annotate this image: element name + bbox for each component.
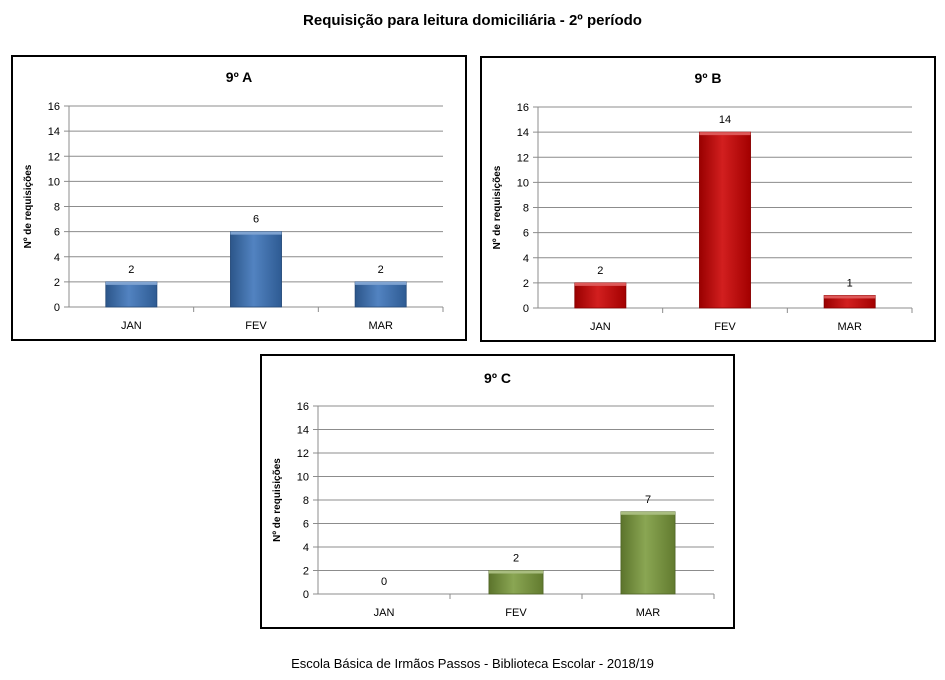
- y-tick-label: 10: [297, 472, 309, 484]
- data-label: 2: [378, 264, 384, 276]
- y-tick-label: 16: [48, 101, 60, 113]
- y-tick-label: 6: [523, 228, 529, 240]
- x-category-label: FEV: [245, 320, 267, 332]
- x-category-label: JAN: [121, 320, 142, 332]
- y-tick-label: 10: [517, 177, 529, 189]
- bar-top-highlight: [488, 570, 544, 574]
- data-label: 2: [597, 265, 603, 277]
- x-category-label: FEV: [505, 607, 527, 619]
- data-label: 14: [719, 114, 731, 126]
- bar-fev: [488, 570, 544, 595]
- y-tick-label: 8: [523, 203, 529, 215]
- footer-text: Escola Básica de Irmãos Passos - Bibliot…: [291, 656, 654, 671]
- y-tick-label: 14: [48, 126, 60, 138]
- chart-panel-9c: 9º C Nº de requisições 0 2 4 6 8 10 12 14 16 0 JAN 2 F…: [260, 354, 735, 629]
- page-title: Requisição para leitura domiciliária - 2…: [303, 12, 642, 29]
- y-tick-label: 16: [517, 102, 529, 114]
- bar-top-highlight: [230, 231, 282, 235]
- y-axis-label: Nº de requisições: [272, 458, 283, 542]
- bar-jan: [574, 282, 627, 309]
- y-tick-label: 6: [303, 519, 309, 531]
- data-label: 6: [253, 214, 259, 226]
- y-tick-label: 14: [297, 425, 309, 437]
- y-tick-label: 16: [297, 401, 309, 413]
- y-tick-label: 4: [303, 542, 309, 554]
- data-label: 2: [513, 553, 519, 565]
- x-category-label: JAN: [590, 321, 611, 333]
- x-category-label: FEV: [714, 321, 736, 333]
- bar-mar: [354, 281, 407, 308]
- y-tick-label: 4: [54, 252, 60, 264]
- y-tick-label: 0: [54, 302, 60, 314]
- y-tick-label: 8: [54, 202, 60, 214]
- data-label: 2: [128, 264, 134, 276]
- y-tick-label: 12: [297, 448, 309, 460]
- y-tick-label: 0: [523, 303, 529, 315]
- y-tick-label: 0: [303, 589, 309, 601]
- bar-top-highlight: [620, 511, 676, 515]
- bar-fev: [699, 131, 751, 309]
- y-tick-label: 10: [48, 176, 60, 188]
- x-category-label: MAR: [837, 321, 862, 333]
- y-tick-label: 2: [303, 566, 309, 578]
- chart-panel-9b: 9º B Nº de requisições 0 2 4 6 8 10 12 14 16 2 JAN 14…: [480, 56, 936, 342]
- bar-fev: [230, 231, 282, 308]
- x-category-label: JAN: [374, 607, 395, 619]
- bar-top-highlight: [105, 281, 157, 285]
- chart-9c: 9º C Nº de requisições 0 2 4 6 8 10 12 14 16 0 JAN 2 F…: [272, 370, 715, 619]
- y-tick-label: 12: [48, 151, 60, 163]
- y-tick-label: 4: [523, 253, 529, 265]
- chart-panel-9a: 9º A Nº de requisições 0 2 4 6 8 10 12 14 16 2 JAN 6 F…: [11, 55, 467, 341]
- y-tick-label: 12: [517, 152, 529, 164]
- x-category-label: MAR: [636, 607, 661, 619]
- data-label: 0: [381, 576, 387, 588]
- bar-mar: [620, 511, 676, 595]
- bar-top-highlight: [699, 132, 751, 136]
- y-axis-label: Nº de requisições: [492, 165, 503, 249]
- y-tick-label: 8: [303, 495, 309, 507]
- y-tick-label: 6: [54, 227, 60, 239]
- bar-top-highlight: [574, 282, 626, 286]
- x-category-label: MAR: [368, 320, 393, 332]
- bar-top-highlight: [824, 295, 876, 299]
- bar-top-highlight: [355, 281, 407, 285]
- y-tick-label: 2: [54, 277, 60, 289]
- chart-9a: 9º A Nº de requisições 0 2 4 6 8 10 12 14 16 2 JAN 6 F…: [23, 69, 444, 332]
- data-label: 7: [645, 494, 651, 506]
- bar-jan: [105, 281, 158, 308]
- y-axis-label: Nº de requisições: [23, 164, 34, 248]
- data-label: 1: [847, 277, 853, 289]
- chart-title: 9º C: [484, 370, 511, 386]
- y-tick-label: 14: [517, 127, 529, 139]
- chart-title: 9º A: [226, 69, 252, 85]
- chart-title: 9º B: [695, 70, 722, 86]
- chart-9b: 9º B Nº de requisições 0 2 4 6 8 10 12 14 16 2 JAN 14…: [492, 70, 913, 333]
- y-tick-label: 2: [523, 278, 529, 290]
